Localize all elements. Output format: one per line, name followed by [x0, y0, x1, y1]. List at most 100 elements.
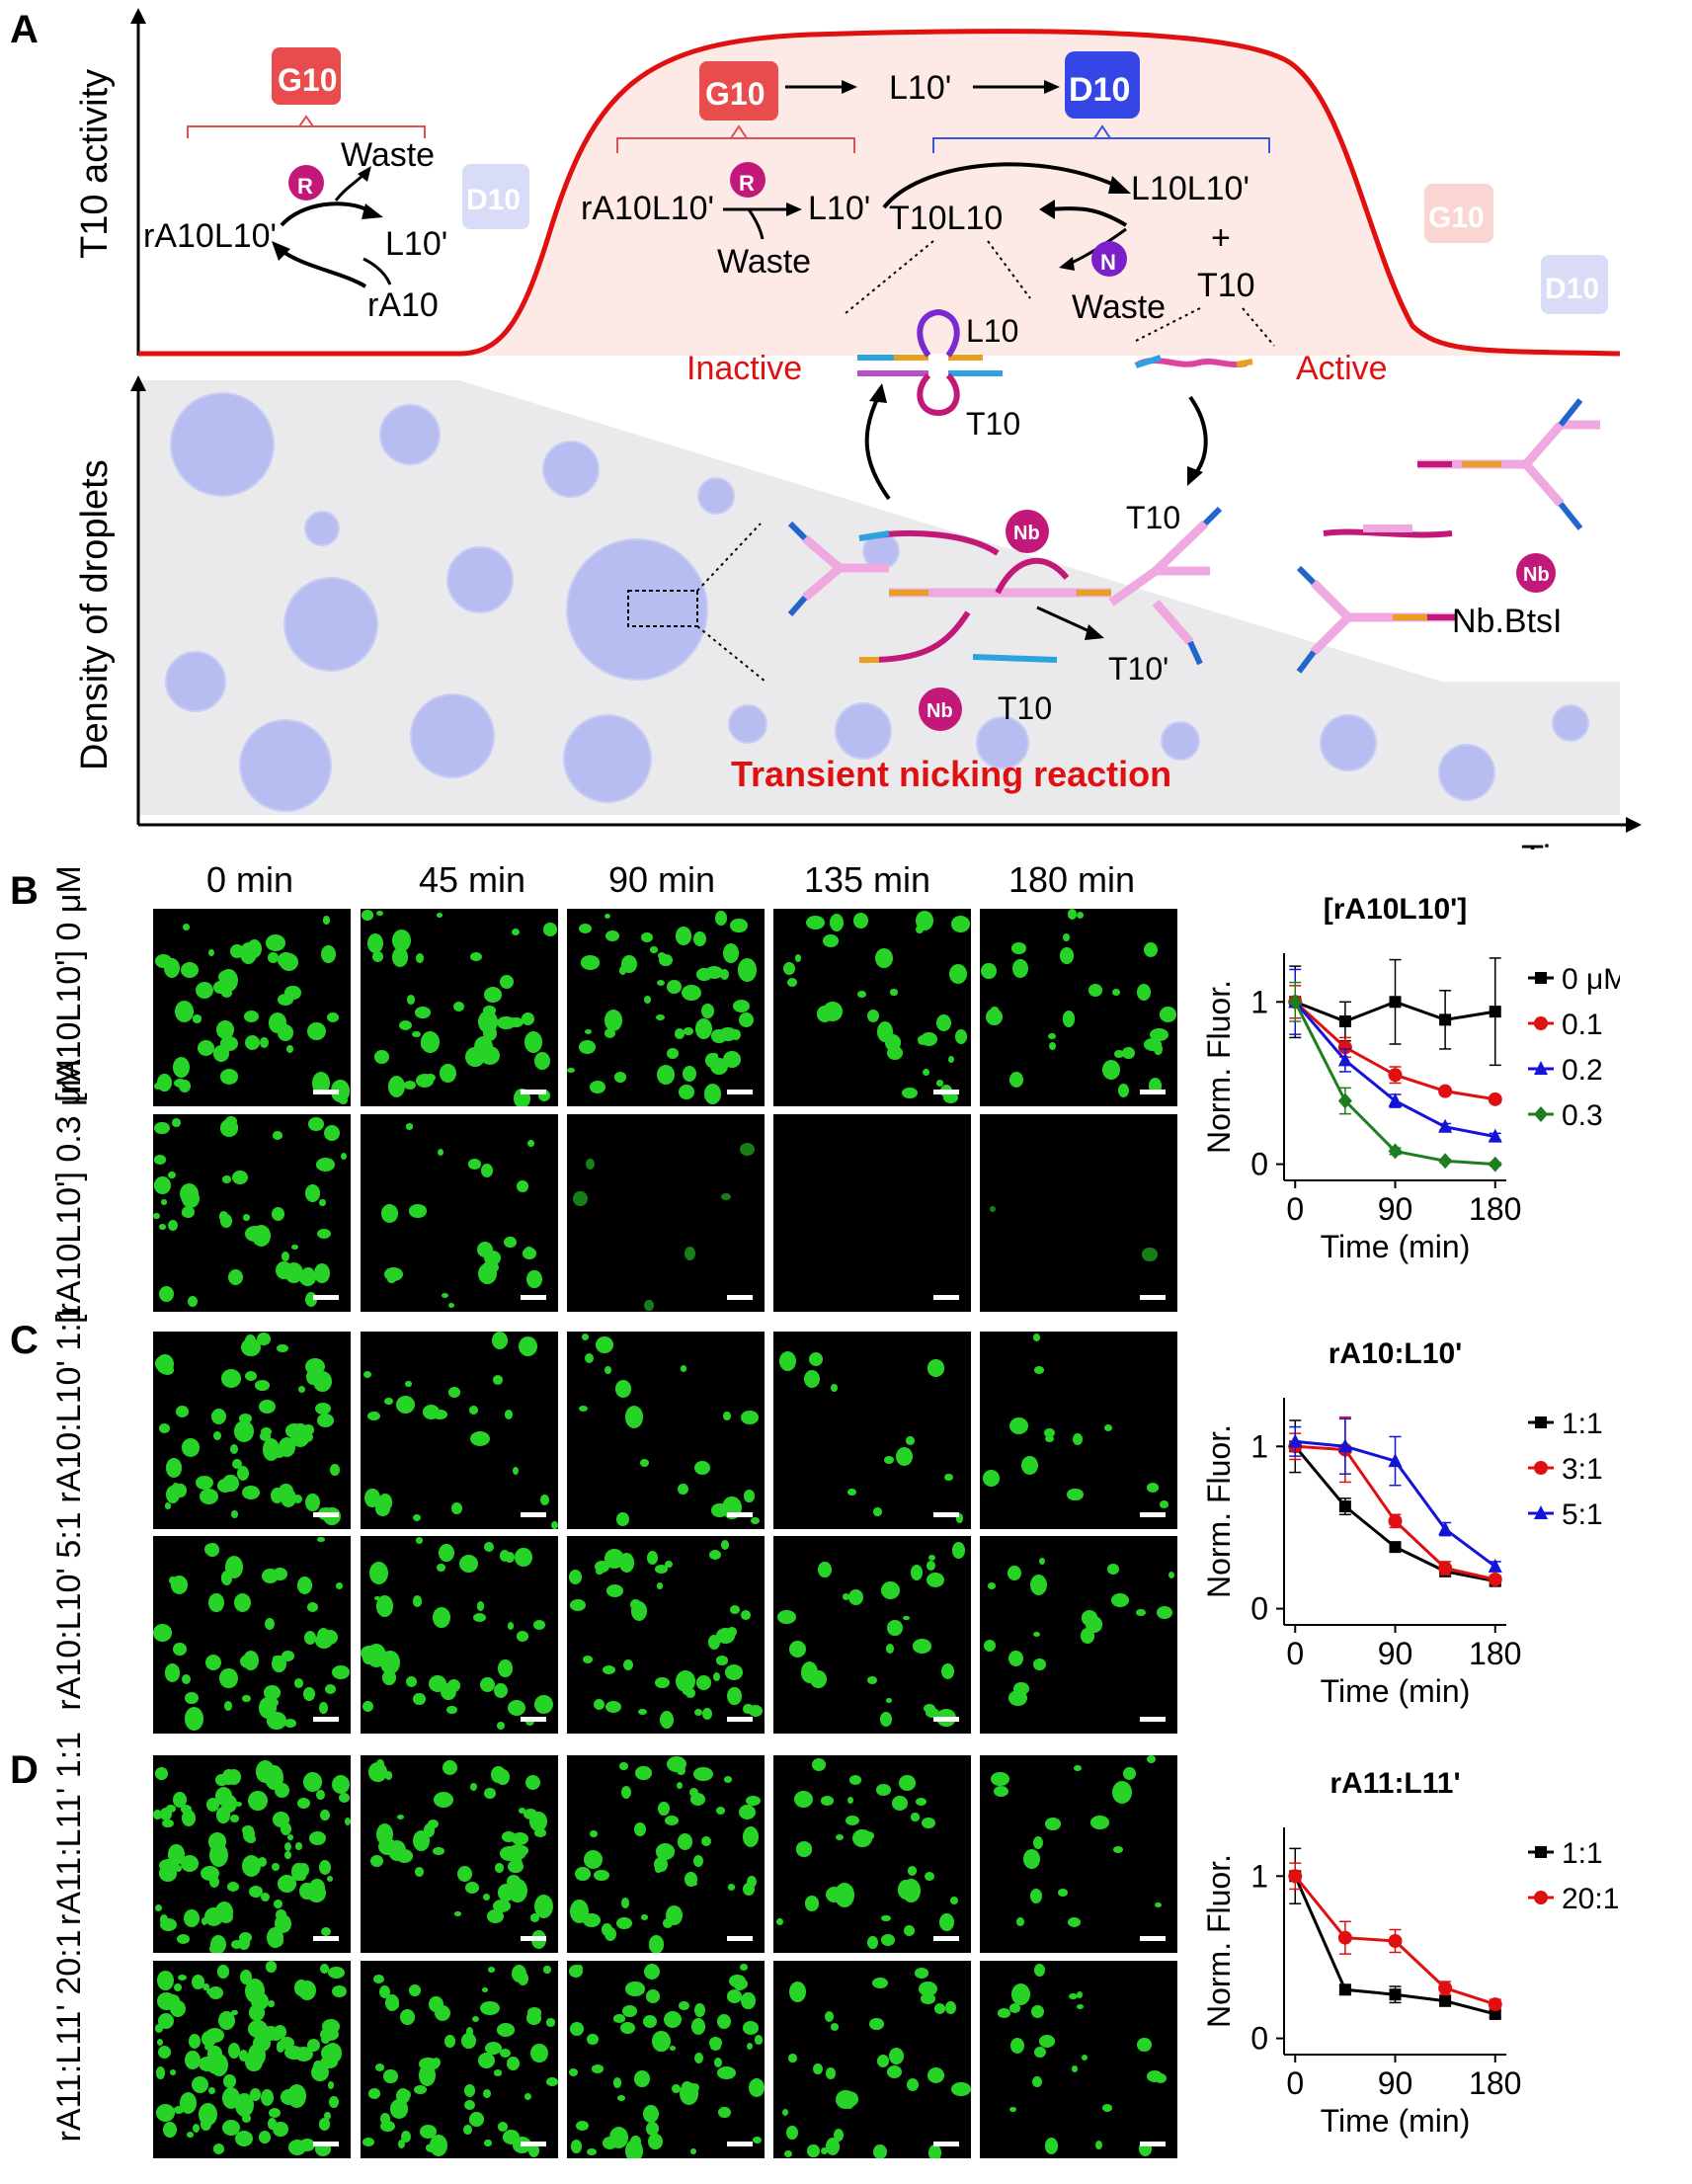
droplet-blob: [182, 1673, 192, 1685]
droplet-blob: [919, 1981, 938, 1997]
droplet-blob: [227, 1268, 244, 1286]
droplet-blob: [570, 2140, 583, 2153]
droplet-blob: [518, 1808, 525, 1814]
droplet-blob: [747, 2043, 754, 2051]
droplet-blob: [335, 1582, 343, 1590]
droplet-blob: [379, 2113, 390, 2125]
droplet-blob: [895, 1446, 914, 1467]
droplet-blob: [695, 1017, 713, 1039]
droplet-blob: [432, 1606, 450, 1628]
droplet-blob: [516, 1631, 528, 1643]
droplet-blob: [590, 1829, 598, 1838]
droplet-blob: [230, 1940, 242, 1949]
chart-d: rA11:L11' 0 90 180 0 1 Time (min) Norm. Fluor. 1…: [1201, 1767, 1619, 2139]
data-point: [1488, 1156, 1502, 1173]
micrograph: [980, 1536, 1177, 1734]
scale-bar: [521, 1936, 546, 1941]
droplet-blob: [313, 2061, 323, 2072]
droplet-blob: [458, 1554, 479, 1573]
droplet-blob: [239, 1655, 258, 1668]
droplet-blob: [317, 1536, 325, 1542]
droplet-blob: [273, 1812, 290, 1827]
droplet-blob: [994, 1786, 1009, 1798]
droplet-blob: [1044, 1428, 1055, 1438]
droplet-blob: [277, 1875, 297, 1894]
scale-bar: [727, 1512, 753, 1517]
droplet-blob: [319, 1702, 329, 1714]
droplet-blob: [641, 931, 653, 943]
droplet-blob: [185, 1691, 199, 1704]
droplet-blob: [153, 1623, 173, 1642]
droplet-blob: [524, 1246, 534, 1255]
droplet-blob: [902, 1087, 918, 1099]
droplet-blob: [507, 2056, 521, 2071]
droplet-blob: [471, 2015, 480, 2023]
data-point: [1337, 1052, 1352, 1067]
droplet-blob: [499, 1550, 511, 1562]
droplet-blob: [244, 1011, 260, 1022]
x-tick-label: 0: [1286, 2065, 1304, 2101]
droplet-blob: [301, 1431, 313, 1442]
droplet-blob: [567, 1067, 576, 1074]
droplet-blob: [248, 1790, 268, 1812]
droplet-blob: [866, 1010, 879, 1023]
l10p-center2: L10': [808, 190, 870, 227]
scale-bar: [313, 2142, 339, 2146]
droplet-blob: [302, 1772, 322, 1792]
droplet-blob: [509, 1702, 523, 1714]
droplet-blob: [389, 2099, 409, 2119]
droplet-blob: [482, 2088, 492, 2098]
droplet-blob: [624, 1406, 644, 1429]
droplet-blob: [619, 1762, 628, 1771]
droplet-blob: [420, 1038, 438, 1051]
droplet-blob: [286, 1834, 294, 1840]
droplet-blob: [875, 1784, 892, 1796]
droplet-blob: [655, 1564, 669, 1575]
droplet-blob: [305, 1358, 325, 1376]
scale-bar: [727, 1717, 753, 1722]
droplet-blob: [431, 2058, 442, 2068]
droplet-blob: [1168, 1572, 1175, 1579]
droplet-blob: [648, 1935, 665, 1953]
droplet-blob: [688, 1787, 698, 1798]
droplet-blob: [662, 1917, 673, 1928]
droplet-blob: [470, 1430, 491, 1446]
droplet-blob: [297, 1980, 317, 2001]
droplet-blob: [794, 954, 801, 963]
droplet-blob: [325, 1684, 337, 1695]
droplet-blob: [293, 2046, 313, 2063]
droplet-blob: [470, 951, 482, 961]
droplet-blob: [716, 2013, 732, 2030]
droplet-blob: [734, 1980, 746, 1990]
droplet-blob: [1144, 941, 1159, 958]
droplet-blob: [219, 1069, 239, 1085]
droplet-blob: [617, 2094, 625, 2101]
droplet-blob: [583, 1656, 594, 1663]
x-tick-label: 90: [1378, 1636, 1413, 1671]
droplet-blob: [413, 1692, 426, 1706]
chart-title: [rA10L10']: [1324, 893, 1468, 926]
droplet-blob: [935, 1080, 944, 1087]
droplet-blob: [382, 1670, 396, 1685]
micrograph: [980, 909, 1177, 1106]
t10-right: T10: [1197, 267, 1255, 304]
droplet-blob: [156, 1073, 172, 1092]
droplet-blob: [235, 1802, 243, 1808]
micrograph: [153, 1332, 351, 1529]
droplet-blob: [867, 1935, 878, 1949]
droplet-blob: [209, 2053, 229, 2077]
droplet-blob: [927, 1359, 945, 1377]
droplet-blob: [830, 2022, 840, 2031]
droplet-blob: [319, 1859, 331, 1875]
droplet-blob: [496, 1722, 505, 1730]
droplet-blob: [222, 2086, 241, 2109]
droplet-blob: [621, 1785, 632, 1799]
droplet-blob: [477, 2052, 495, 2069]
legend-label: 0.3: [1562, 1099, 1603, 1132]
droplet-blob: [784, 2150, 792, 2158]
data-point: [1388, 1068, 1403, 1083]
droplet-blob: [480, 2001, 500, 2016]
droplet-blob: [676, 927, 691, 945]
droplet-blob: [782, 961, 795, 975]
droplet-blob: [1117, 1083, 1129, 1098]
